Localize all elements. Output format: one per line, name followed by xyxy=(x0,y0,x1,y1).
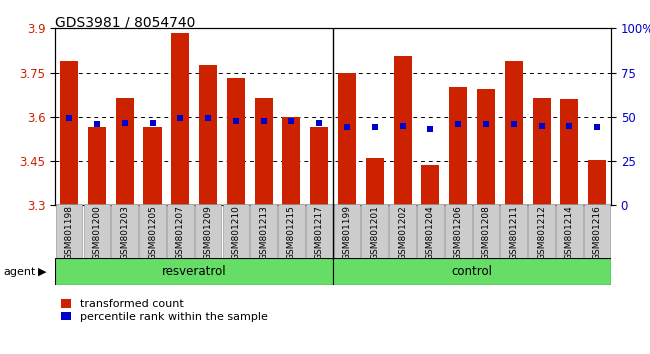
Text: GSM801198: GSM801198 xyxy=(64,205,73,260)
Point xyxy=(314,120,324,126)
FancyBboxPatch shape xyxy=(250,204,277,258)
Bar xyxy=(333,258,611,285)
Point xyxy=(64,115,74,121)
FancyBboxPatch shape xyxy=(111,204,138,258)
Bar xyxy=(255,98,273,205)
Text: agent: agent xyxy=(3,267,36,277)
Bar xyxy=(88,127,106,205)
Text: GSM801201: GSM801201 xyxy=(370,205,380,260)
FancyBboxPatch shape xyxy=(306,204,333,258)
Bar xyxy=(477,89,495,205)
Point xyxy=(370,124,380,130)
FancyBboxPatch shape xyxy=(222,204,249,258)
Text: GSM801209: GSM801209 xyxy=(203,205,213,260)
Bar xyxy=(55,258,333,285)
Point xyxy=(564,123,575,129)
Text: GSM801216: GSM801216 xyxy=(593,205,602,260)
FancyBboxPatch shape xyxy=(167,204,194,258)
Text: GSM801206: GSM801206 xyxy=(454,205,463,260)
Point xyxy=(453,121,463,127)
Legend: transformed count, percentile rank within the sample: transformed count, percentile rank withi… xyxy=(61,299,268,322)
Text: GSM801203: GSM801203 xyxy=(120,205,129,260)
Bar xyxy=(144,127,162,205)
FancyBboxPatch shape xyxy=(278,204,305,258)
Point xyxy=(92,121,102,127)
Point xyxy=(231,118,241,124)
Point xyxy=(342,124,352,130)
Bar xyxy=(338,73,356,205)
Text: GSM801208: GSM801208 xyxy=(482,205,491,260)
FancyBboxPatch shape xyxy=(333,204,360,258)
Bar xyxy=(588,160,606,205)
Bar xyxy=(449,87,467,205)
Bar xyxy=(171,33,189,205)
Bar xyxy=(504,61,523,205)
Text: ▶: ▶ xyxy=(38,267,46,277)
Bar xyxy=(116,98,134,205)
Text: control: control xyxy=(452,265,493,278)
FancyBboxPatch shape xyxy=(139,204,166,258)
Text: GSM801214: GSM801214 xyxy=(565,205,574,260)
Bar xyxy=(421,165,439,205)
FancyBboxPatch shape xyxy=(445,204,471,258)
Bar xyxy=(560,99,578,205)
Bar xyxy=(227,79,245,205)
Point xyxy=(536,123,547,129)
Bar xyxy=(366,158,384,205)
Point xyxy=(397,123,408,129)
Text: GSM801213: GSM801213 xyxy=(259,205,268,260)
Bar xyxy=(199,65,217,205)
FancyBboxPatch shape xyxy=(500,204,527,258)
FancyBboxPatch shape xyxy=(584,204,610,258)
FancyBboxPatch shape xyxy=(417,204,444,258)
Text: GSM801202: GSM801202 xyxy=(398,205,407,260)
Bar xyxy=(532,98,551,205)
Point xyxy=(203,115,213,121)
Point xyxy=(148,120,158,126)
FancyBboxPatch shape xyxy=(361,204,388,258)
Point xyxy=(481,121,491,127)
FancyBboxPatch shape xyxy=(528,204,555,258)
Bar xyxy=(310,127,328,205)
Text: GSM801205: GSM801205 xyxy=(148,205,157,260)
FancyBboxPatch shape xyxy=(56,204,83,258)
Point xyxy=(508,121,519,127)
Text: GSM801211: GSM801211 xyxy=(509,205,518,260)
Text: GSM801215: GSM801215 xyxy=(287,205,296,260)
FancyBboxPatch shape xyxy=(556,204,582,258)
Point xyxy=(259,118,269,124)
Bar xyxy=(393,56,411,205)
Text: GSM801207: GSM801207 xyxy=(176,205,185,260)
FancyBboxPatch shape xyxy=(84,204,111,258)
Text: GSM801199: GSM801199 xyxy=(343,205,352,260)
Bar xyxy=(282,117,300,205)
Text: GSM801200: GSM801200 xyxy=(92,205,101,260)
Text: GDS3981 / 8054740: GDS3981 / 8054740 xyxy=(55,16,196,30)
FancyBboxPatch shape xyxy=(473,204,499,258)
Point xyxy=(175,115,185,121)
Text: GSM801210: GSM801210 xyxy=(231,205,240,260)
Text: GSM801204: GSM801204 xyxy=(426,205,435,260)
Point xyxy=(425,126,436,131)
Point xyxy=(120,120,130,126)
Text: GSM801217: GSM801217 xyxy=(315,205,324,260)
Point xyxy=(592,124,603,130)
Text: resveratrol: resveratrol xyxy=(162,265,226,278)
FancyBboxPatch shape xyxy=(389,204,416,258)
Text: GSM801212: GSM801212 xyxy=(537,205,546,260)
Point xyxy=(286,118,296,124)
FancyBboxPatch shape xyxy=(195,204,222,258)
Bar xyxy=(60,61,78,205)
